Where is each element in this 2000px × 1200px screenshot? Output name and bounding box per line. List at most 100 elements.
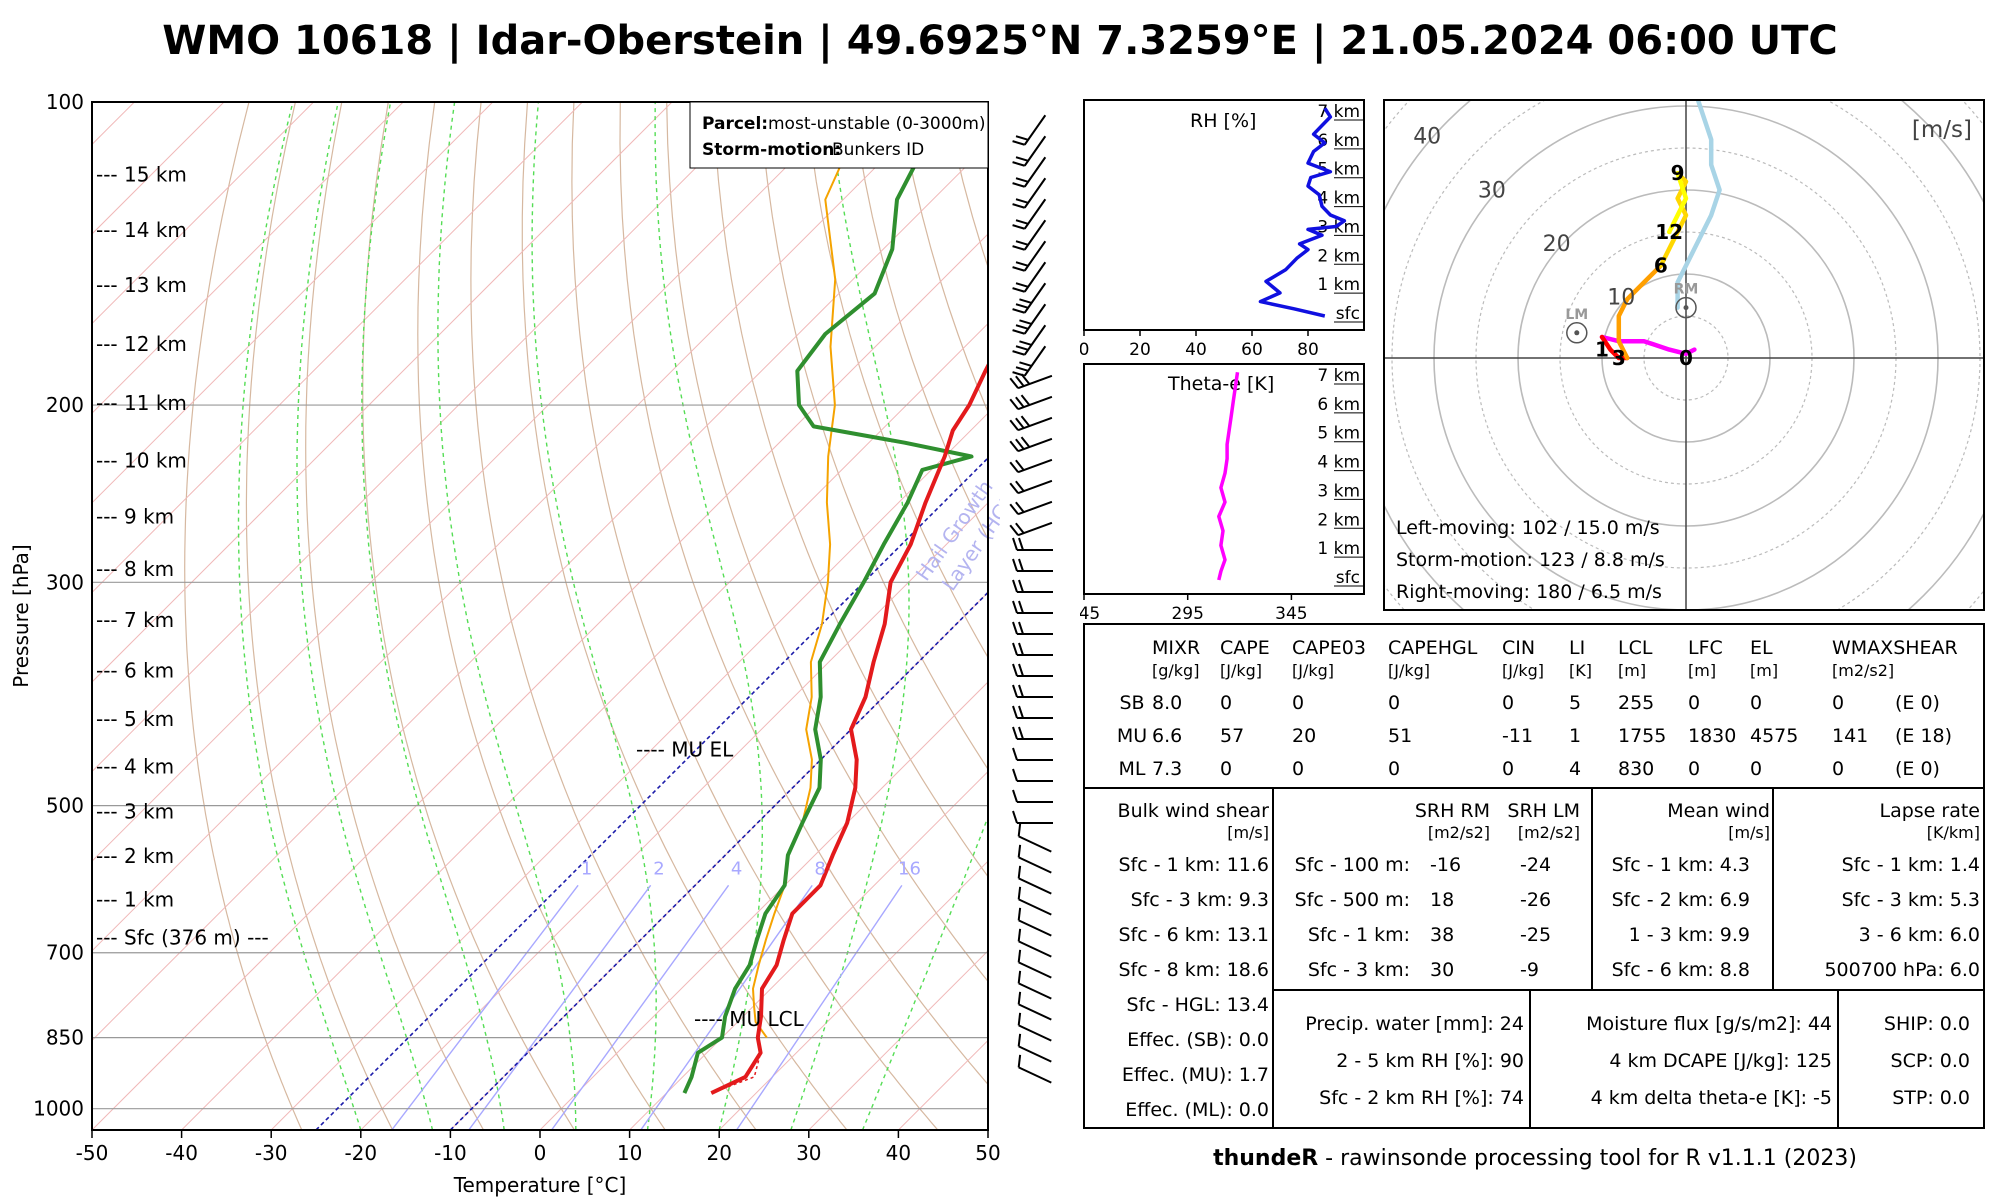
wind-barb-flag [1012,371,1025,377]
wind-barb-flag [1015,240,1029,246]
params-row-label: MU [1117,725,1147,747]
tbl-mean-row: 1 - 3 km: 9.9 [1629,924,1750,946]
params-unit: [m] [1750,661,1778,680]
pressure-tick-label: 200 [46,393,84,417]
hodograph-ring-label: 10 [1607,285,1635,310]
temperature-tick-label: 40 [886,1141,911,1165]
params-cell: 5 [1569,692,1581,714]
params-cell: (E 0) [1895,692,1940,714]
hodograph-height-label: 0 [1679,346,1693,370]
wind-barb-flag [1012,161,1025,167]
parcel-line [752,102,871,1039]
isotherm-line [92,102,673,683]
wind-barb [1012,198,1047,230]
wind-barb-flag [1020,436,1031,448]
params-cell: (E 0) [1895,758,1940,780]
wind-barb [1012,684,1053,698]
params-cell: 0 [1832,758,1844,780]
lapse-rate-block: Lapse rate[K/km] Sfc - 1 km: 1.4 Sfc - 3 k… [1824,800,1980,981]
rh-profile-xtick-label: 60 [1241,340,1263,360]
rh-profile-xtick-label: 20 [1129,340,1151,360]
wind-barb [1012,600,1053,614]
temperature-tick-label: -10 [434,1141,467,1165]
wind-barb-flag [1012,140,1025,146]
thetae-profile-height-label: 7 km [1317,366,1360,386]
wind-barb [1012,324,1047,356]
wind-barb [1009,415,1053,432]
params-unit: [g/kg] [1152,661,1199,680]
wind-barb [1012,726,1053,740]
height-label: --- 4 km [96,754,174,778]
legend-storm-value: Bunkers ID [832,140,924,160]
hodograph-ring-label: 30 [1478,178,1506,203]
params-cell: 57 [1220,725,1244,747]
thetae-profile-height-label: 6 km [1317,395,1360,415]
wind-barb-flag [1012,726,1018,740]
wind-barb-staff [1017,500,1053,516]
wind-barb-flag [1018,537,1024,551]
params-cell: 6.6 [1152,725,1182,747]
wind-barb-flag [1009,461,1019,473]
wind-barb-flag [1009,503,1019,515]
pressure-tick-label: 1000 [33,1097,84,1121]
params-cell: 51 [1388,725,1412,747]
wind-barb-staff [1017,458,1053,474]
height-label: --- 5 km [96,707,174,731]
tbl-shear-row: Sfc - 6 km: 13.1 [1118,924,1269,946]
isotherm-line [450,591,988,1130]
wind-barb-flag [1012,224,1025,230]
dry-adiabat-line [470,102,757,1130]
params-unit: [J/kg] [1388,661,1430,680]
srh-row-rm: 18 [1430,889,1454,911]
temperature-tick-label: 20 [706,1141,731,1165]
wind-barb [1017,991,1052,1021]
wind-barb [1012,642,1053,656]
wind-barb-flag [1018,600,1024,614]
thetae-profile-height-label: 4 km [1317,453,1360,473]
wind-barb [1012,240,1047,272]
wind-barb-flag [1015,459,1025,471]
rh-profile-label: RH [%] [1190,110,1256,132]
wind-barb-staff [1018,835,1052,853]
wind-barb [1009,479,1053,495]
wind-barb-staff [1018,961,1052,979]
wind-barb [1012,345,1047,377]
thetae-profile-height-label: 2 km [1317,510,1360,530]
wind-barb-flag [1009,419,1019,431]
rh-profile-height-label: 7 km [1317,102,1360,122]
temperature-tick-label: 0 [534,1141,547,1165]
wind-barb [1012,663,1053,677]
params-unit: [K] [1569,661,1592,680]
params-cell: 0 [1292,692,1304,714]
hodograph-height-label: 12 [1655,220,1683,244]
thetae-profile-height-label: 5 km [1317,424,1360,444]
isotherm-line [92,143,988,1042]
params-unit: [J/kg] [1502,661,1544,680]
wind-barb-flag [1018,558,1024,572]
wind-barb-flag [1019,319,1032,325]
wind-barb-staff [1017,521,1053,537]
params-cell: 0 [1388,692,1400,714]
virtual-temperature-line [711,1052,762,1094]
wind-barb-flag [1015,375,1025,387]
wind-barb [1012,537,1053,551]
params-cell: 255 [1618,692,1654,714]
params-cell: 7.3 [1152,758,1182,780]
temperature-tick-label: -20 [344,1141,377,1165]
wind-barb-flag [1015,501,1025,513]
params-cell: 4575 [1750,725,1798,747]
isotherm-line [808,950,988,1130]
srh-block: SRH RM SRH LM[m2/s2] [m2/s2]Sfc - 100 m: -1… [1295,800,1580,981]
height-label: --- 14 km [96,218,187,242]
tbl-shear-title: Bulk wind shear [1118,800,1270,822]
dry-adiabat-line [184,102,303,1130]
hodograph-unit: [m/s] [1912,117,1972,143]
temperature-tick-label: 30 [796,1141,821,1165]
composites-block: SHIP: 0.0 SCP: 0.0 STP: 0.0 [1884,1013,1970,1109]
storm-marker [1566,322,1588,344]
dry-adiabat-line [805,102,988,659]
wind-barb-staff [1017,437,1053,453]
wind-barb-flag [1018,726,1024,740]
